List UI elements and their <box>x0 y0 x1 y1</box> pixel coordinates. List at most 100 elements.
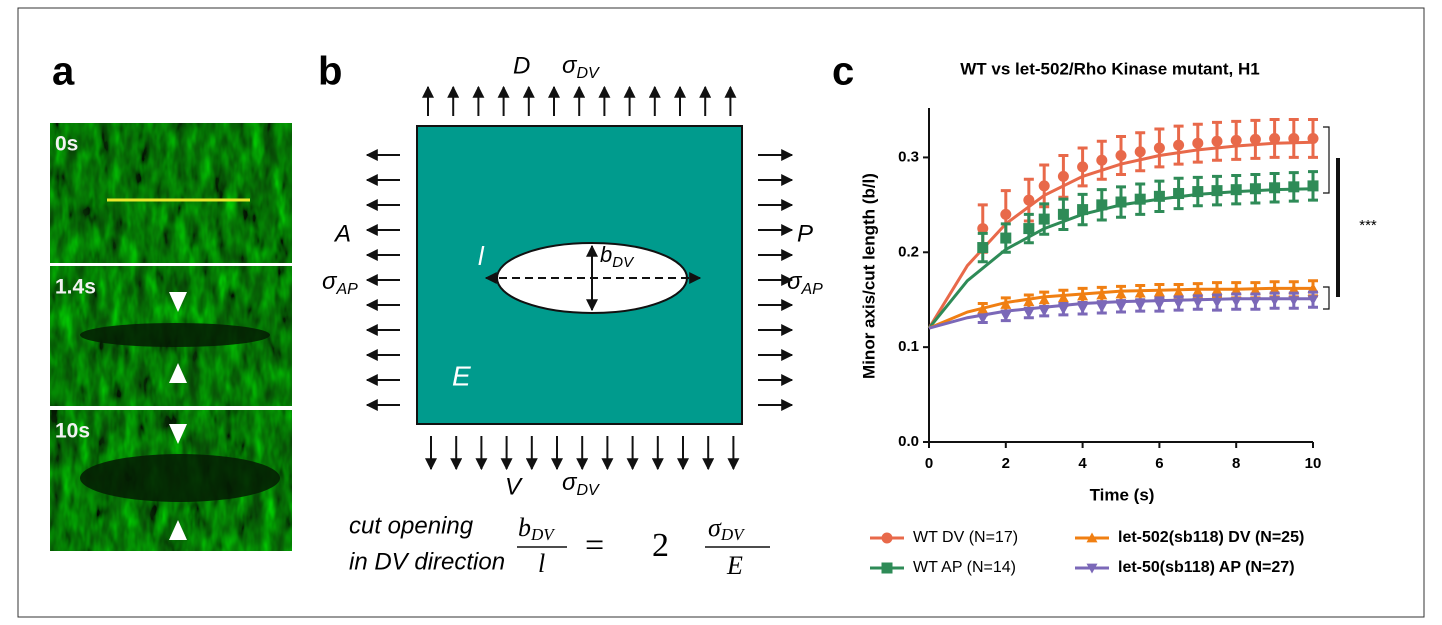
marker <box>1096 199 1108 211</box>
subscript: DV <box>576 482 600 499</box>
equation-sign: = <box>585 527 604 564</box>
marker <box>1000 232 1012 244</box>
marker <box>1077 290 1089 301</box>
marker <box>1057 208 1069 220</box>
marker <box>1115 301 1127 312</box>
marker <box>1077 204 1089 216</box>
marker <box>1096 302 1108 313</box>
marker <box>1086 532 1098 543</box>
marker <box>1153 190 1165 202</box>
marker <box>1230 297 1242 308</box>
marker <box>977 223 989 235</box>
marker <box>1307 282 1319 293</box>
marker <box>1115 196 1127 208</box>
marker <box>1038 180 1050 192</box>
marker <box>1023 223 1035 235</box>
marker <box>977 314 989 325</box>
pointer <box>169 363 187 383</box>
cut-opening <box>80 323 270 347</box>
marker <box>1288 296 1300 307</box>
x-tick-label: 8 <box>1232 455 1240 472</box>
marker <box>1173 299 1185 310</box>
subscript: AP <box>800 281 823 298</box>
symbol: b <box>518 513 531 542</box>
y-tick-label: 0.3 <box>898 148 919 165</box>
marker <box>1153 142 1165 154</box>
marker <box>1211 284 1223 295</box>
modulus-label: E <box>452 360 471 391</box>
equation-term: l <box>538 549 545 578</box>
marker <box>1096 289 1108 300</box>
marker <box>1249 183 1261 195</box>
marker <box>1057 292 1069 303</box>
series <box>927 170 1319 330</box>
marker <box>1134 193 1146 205</box>
subscript: DV <box>612 254 635 271</box>
x-tick-label: 2 <box>1002 455 1010 472</box>
legend-label: let-50(sb118) AP (N=27) <box>1118 559 1295 576</box>
marker <box>1023 308 1035 319</box>
marker <box>1023 194 1035 206</box>
subscript: DV <box>530 525 556 544</box>
marker <box>1307 132 1319 144</box>
x-tick-label: 0 <box>925 455 933 472</box>
symbol: σ <box>708 513 722 542</box>
marker <box>1211 298 1223 309</box>
time-label: 1.4s <box>55 276 96 299</box>
equation-term: bDV <box>518 513 556 544</box>
direction-label: P <box>797 220 813 247</box>
marker <box>1307 295 1319 306</box>
x-tick-label: 10 <box>1305 455 1322 472</box>
marker <box>1269 132 1281 144</box>
marker <box>1134 146 1146 158</box>
stress-label: σAP <box>322 268 358 298</box>
marker <box>1153 300 1165 310</box>
marker <box>1000 311 1012 322</box>
panel-label: c <box>832 50 854 94</box>
symbol: σ <box>562 469 578 496</box>
y-tick-label: 0.2 <box>898 243 919 260</box>
marker <box>1192 186 1204 198</box>
marker <box>1230 184 1242 196</box>
legend-label: WT DV (N=17) <box>913 529 1018 546</box>
y-tick-label: 0.1 <box>898 338 919 355</box>
chart: WT vs let-502/Rho Kinase mutant, H1 Time… <box>859 59 1376 576</box>
legend-label: let-502(sb118) DV (N=25) <box>1118 529 1304 546</box>
significance-label: *** <box>1359 217 1377 234</box>
marker <box>1173 286 1185 297</box>
equation-term: σDV <box>708 513 746 544</box>
x-axis-title: Time (s) <box>1090 485 1155 504</box>
symbol: b <box>600 242 612 267</box>
marker <box>1000 208 1012 220</box>
marker <box>1153 286 1165 297</box>
marker <box>1249 297 1261 308</box>
marker <box>1230 284 1242 295</box>
legend: WT DV (N=17) WT AP (N=14) let-502(sb118) D… <box>870 529 1304 576</box>
marker <box>1249 133 1261 145</box>
marker <box>1173 139 1185 151</box>
marker <box>1077 161 1089 173</box>
marker <box>1057 170 1069 182</box>
marker <box>1192 298 1204 309</box>
marker <box>1192 137 1204 149</box>
marker <box>1173 187 1185 199</box>
marker <box>1023 296 1035 307</box>
marker <box>1211 185 1223 197</box>
marker <box>1057 304 1069 315</box>
marker <box>1038 213 1050 225</box>
marker <box>1038 294 1050 305</box>
marker <box>1192 285 1204 296</box>
marker <box>1288 283 1300 294</box>
marker <box>1288 181 1300 193</box>
y-tick-label: 0.0 <box>898 433 919 450</box>
cut-length-label: l <box>478 241 485 271</box>
y-axis-title: Minor axis/cut length (b/l) <box>859 173 878 379</box>
pointer <box>169 292 187 312</box>
direction-label: A <box>333 220 351 247</box>
subscript: DV <box>720 525 746 544</box>
direction-label: V <box>505 473 523 500</box>
pointer <box>169 520 187 540</box>
symbol: σ <box>322 268 338 295</box>
marker <box>1134 287 1146 298</box>
series <box>927 117 1319 329</box>
